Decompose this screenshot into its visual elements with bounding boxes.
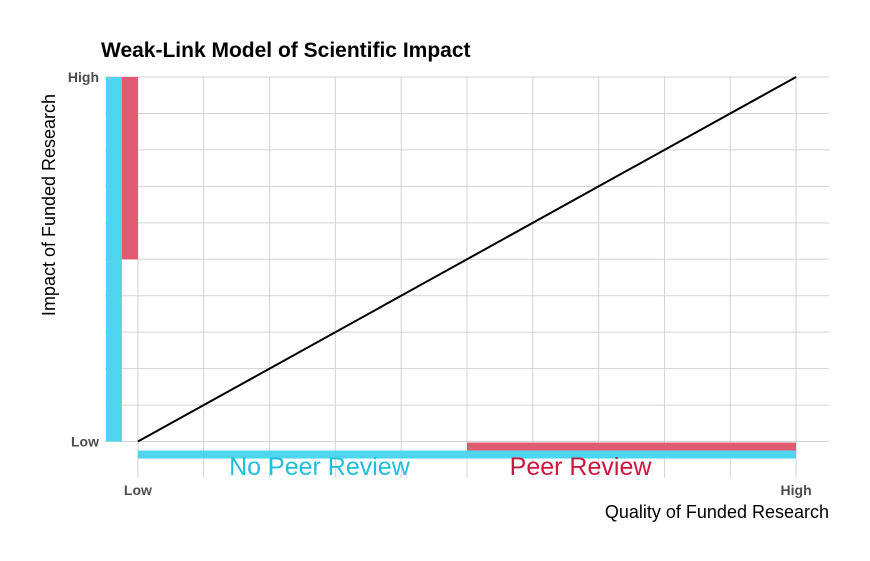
chart-title: Weak-Link Model of Scientific Impact (101, 39, 471, 62)
x-tick-label: High (781, 482, 812, 498)
x-tick-label: Low (124, 482, 152, 498)
x-axis-title: Quality of Funded Research (605, 502, 829, 522)
no-peer-review-label: No Peer Review (229, 453, 411, 481)
peer-review-label: Peer Review (510, 453, 653, 481)
grid (105, 76, 829, 478)
y-tick-label: High (68, 69, 99, 85)
peer-review-quality-bar (467, 442, 797, 451)
range-bars (105, 77, 797, 459)
y-axis-title: Impact of Funded Research (39, 94, 59, 316)
peer-review-impact-bar (121, 77, 138, 260)
series-lines (137, 76, 797, 443)
tick-labels: Low High Low High (68, 69, 812, 498)
no-peer-review-quality-bar (137, 450, 797, 459)
y-tick-label: Low (71, 434, 99, 450)
no-peer-review-impact-bar (105, 77, 122, 442)
impact-line (137, 76, 797, 443)
